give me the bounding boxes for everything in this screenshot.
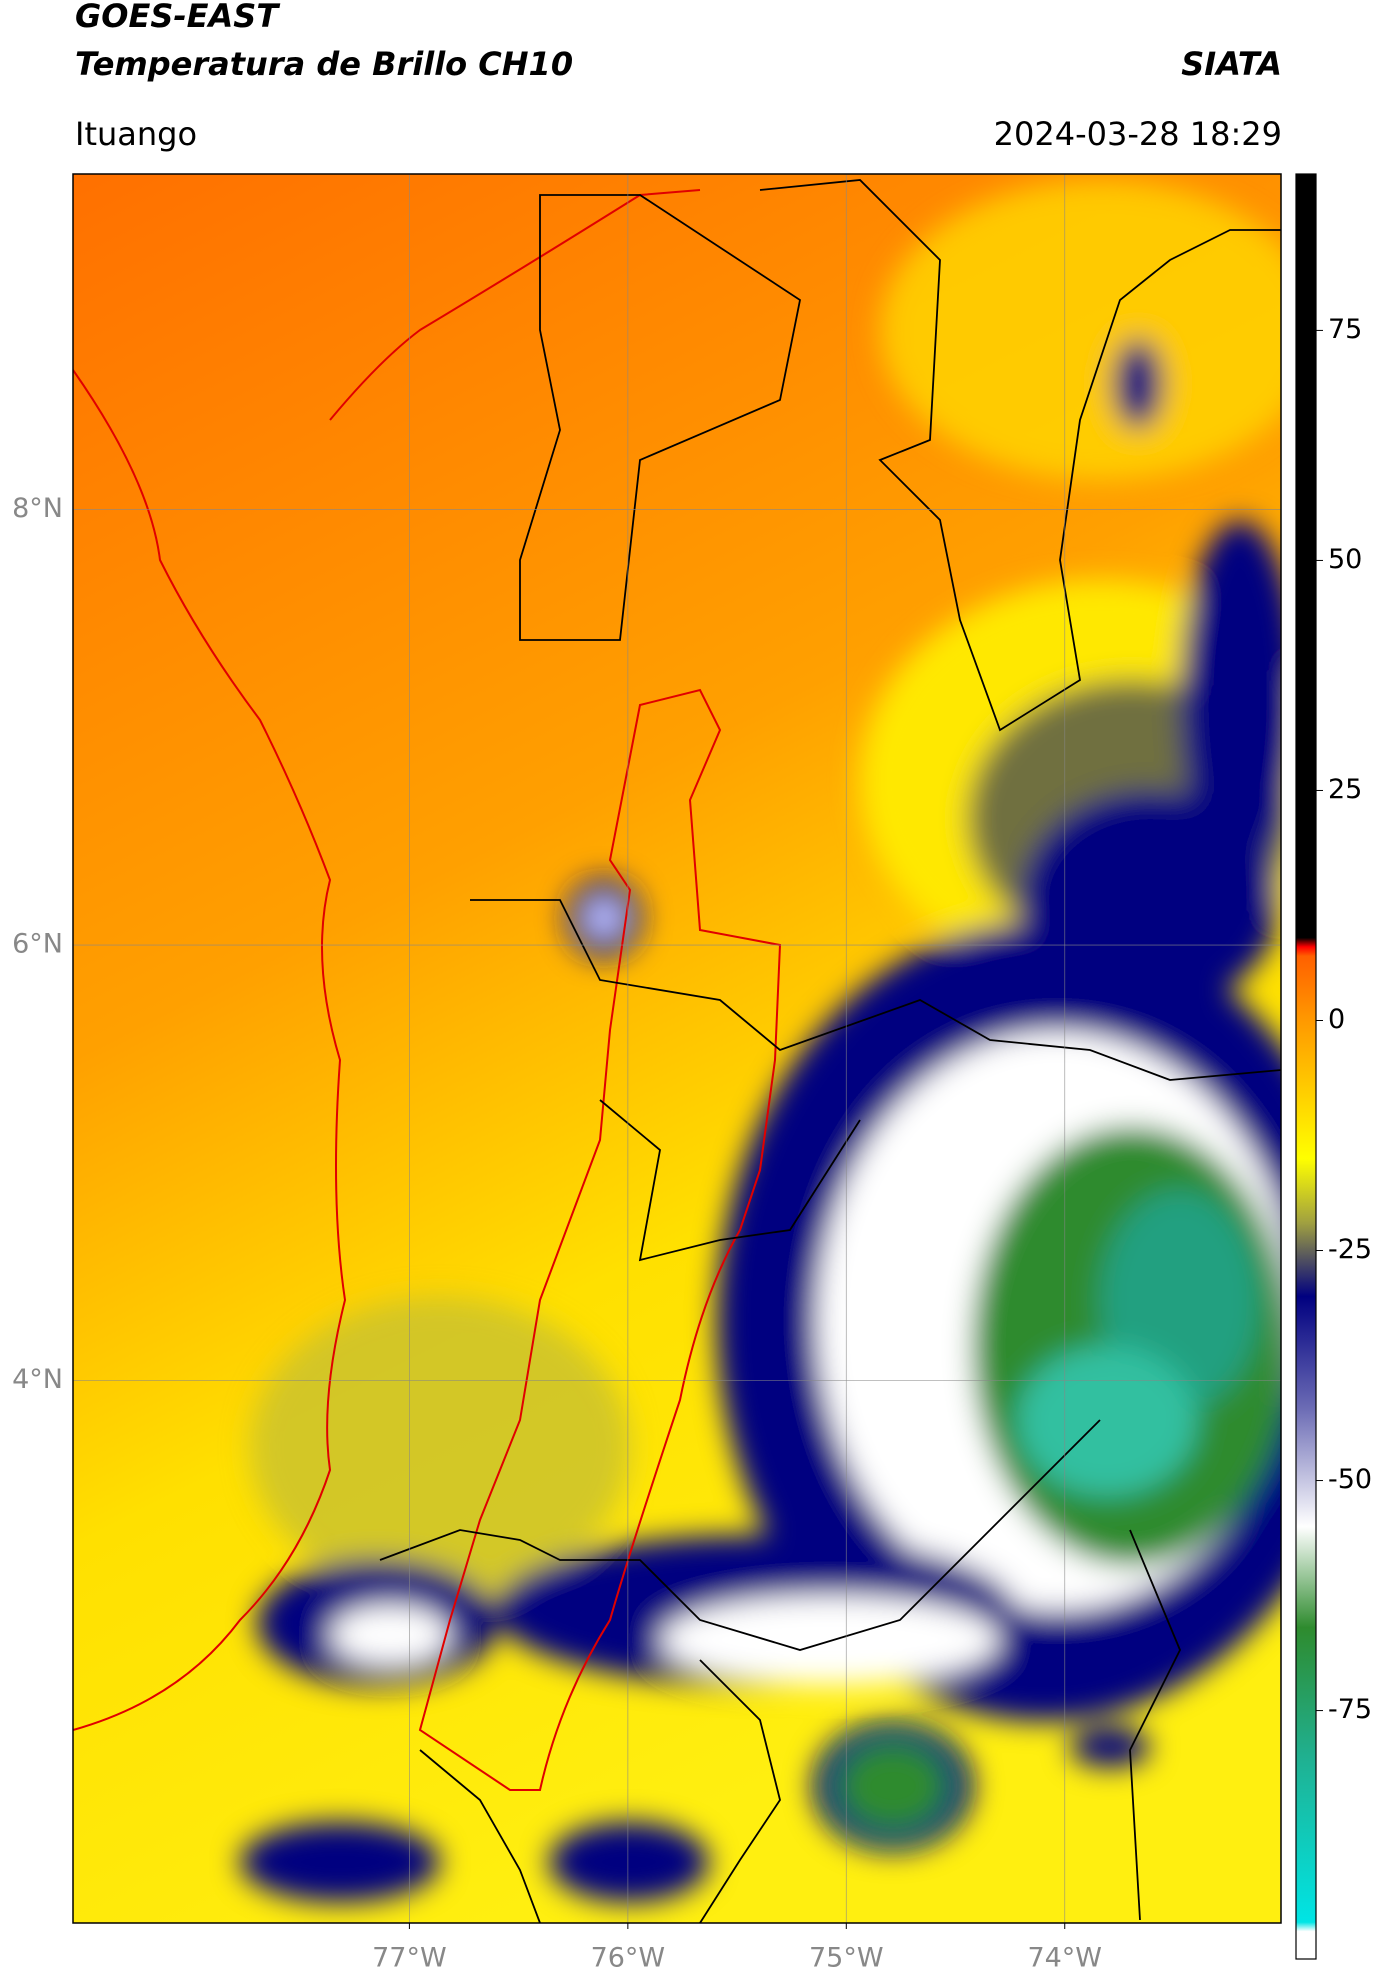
colorbar-tick-label: -25 [1328, 1234, 1372, 1265]
map-frame [72, 173, 1282, 1924]
brand: SIATA [1181, 45, 1282, 83]
grid [73, 174, 1281, 1923]
x-tick-label: 74°W [1027, 1943, 1102, 1974]
x-tick-label: 75°W [809, 1943, 884, 1974]
colorbar-tick-label: 75 [1328, 314, 1362, 345]
colorbar-tick-label: 25 [1328, 774, 1362, 805]
satellite-image [73, 174, 1281, 1923]
colorbar-tick-label: -75 [1328, 1694, 1372, 1725]
location: Ituango [75, 115, 197, 153]
y-tick-label: 6°N [12, 929, 63, 960]
colorbar [1295, 173, 1317, 1960]
subtitle: Temperatura de Brillo CH10 [75, 45, 573, 83]
y-tick-label: 4°N [12, 1364, 63, 1395]
colorbar-tick-label: -50 [1328, 1464, 1372, 1495]
title: GOES-EAST [75, 0, 280, 35]
y-tick-label: 8°N [12, 493, 63, 524]
x-tick-label: 76°W [591, 1943, 666, 1974]
timestamp: 2024-03-28 18:29 [994, 115, 1282, 153]
x-tick-label: 77°W [372, 1943, 447, 1974]
colorbar-tick-label: 0 [1328, 1004, 1345, 1035]
colorbar-tick-label: 50 [1328, 544, 1362, 575]
